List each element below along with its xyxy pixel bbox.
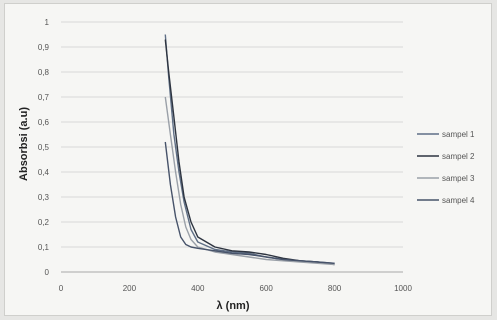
x-tick-label: 200 xyxy=(123,284,137,293)
y-tick-label: 0,4 xyxy=(38,168,50,177)
y-tick-label: 0,6 xyxy=(38,118,50,127)
x-tick-label: 1000 xyxy=(394,284,412,293)
chart-frame: 0 0,1 0,2 0,3 0,4 0,5 0,6 0,7 0,8 0,9 1 0 200 400 600… xyxy=(4,3,492,316)
series-lines xyxy=(164,34,335,266)
legend-label-4: sampel 4 xyxy=(442,196,475,205)
y-tick-label: 0,5 xyxy=(38,143,50,152)
legend: sampel 1 sampel 2 sampel 3 sampel 4 xyxy=(417,130,475,205)
x-tick-label: 800 xyxy=(328,284,342,293)
y-tick-label: 0,1 xyxy=(38,243,50,252)
x-tick-label: 400 xyxy=(191,284,205,293)
y-tick-label: 0,2 xyxy=(38,218,50,227)
series-line-3 xyxy=(164,96,335,266)
legend-label-2: sampel 2 xyxy=(442,152,475,161)
x-tick-label: 0 xyxy=(59,284,64,293)
legend-label-1: sampel 1 xyxy=(442,130,475,139)
series-line-4 xyxy=(164,141,335,264)
y-tick-label: 0,3 xyxy=(38,193,50,202)
x-axis-ticks: 0 200 400 600 800 1000 xyxy=(59,284,413,293)
gridlines xyxy=(61,21,403,273)
series-line-2 xyxy=(164,39,335,266)
x-tick-label: 600 xyxy=(260,284,274,293)
series-line-1 xyxy=(164,34,335,264)
y-axis-label: Absorbsi (a.u) xyxy=(18,107,30,181)
legend-label-3: sampel 3 xyxy=(442,174,475,183)
y-tick-label: 0 xyxy=(45,268,50,277)
y-tick-label: 0,8 xyxy=(38,68,50,77)
absorbance-chart: 0 0,1 0,2 0,3 0,4 0,5 0,6 0,7 0,8 0,9 1 0 200 400 600… xyxy=(18,18,475,312)
y-tick-label: 0,7 xyxy=(38,93,50,102)
y-axis-ticks: 0 0,1 0,2 0,3 0,4 0,5 0,6 0,7 0,8 0,9 1 xyxy=(38,18,50,277)
x-axis-label: λ (nm) xyxy=(217,300,250,312)
y-tick-label: 1 xyxy=(45,18,50,27)
y-tick-label: 0,9 xyxy=(38,43,50,52)
